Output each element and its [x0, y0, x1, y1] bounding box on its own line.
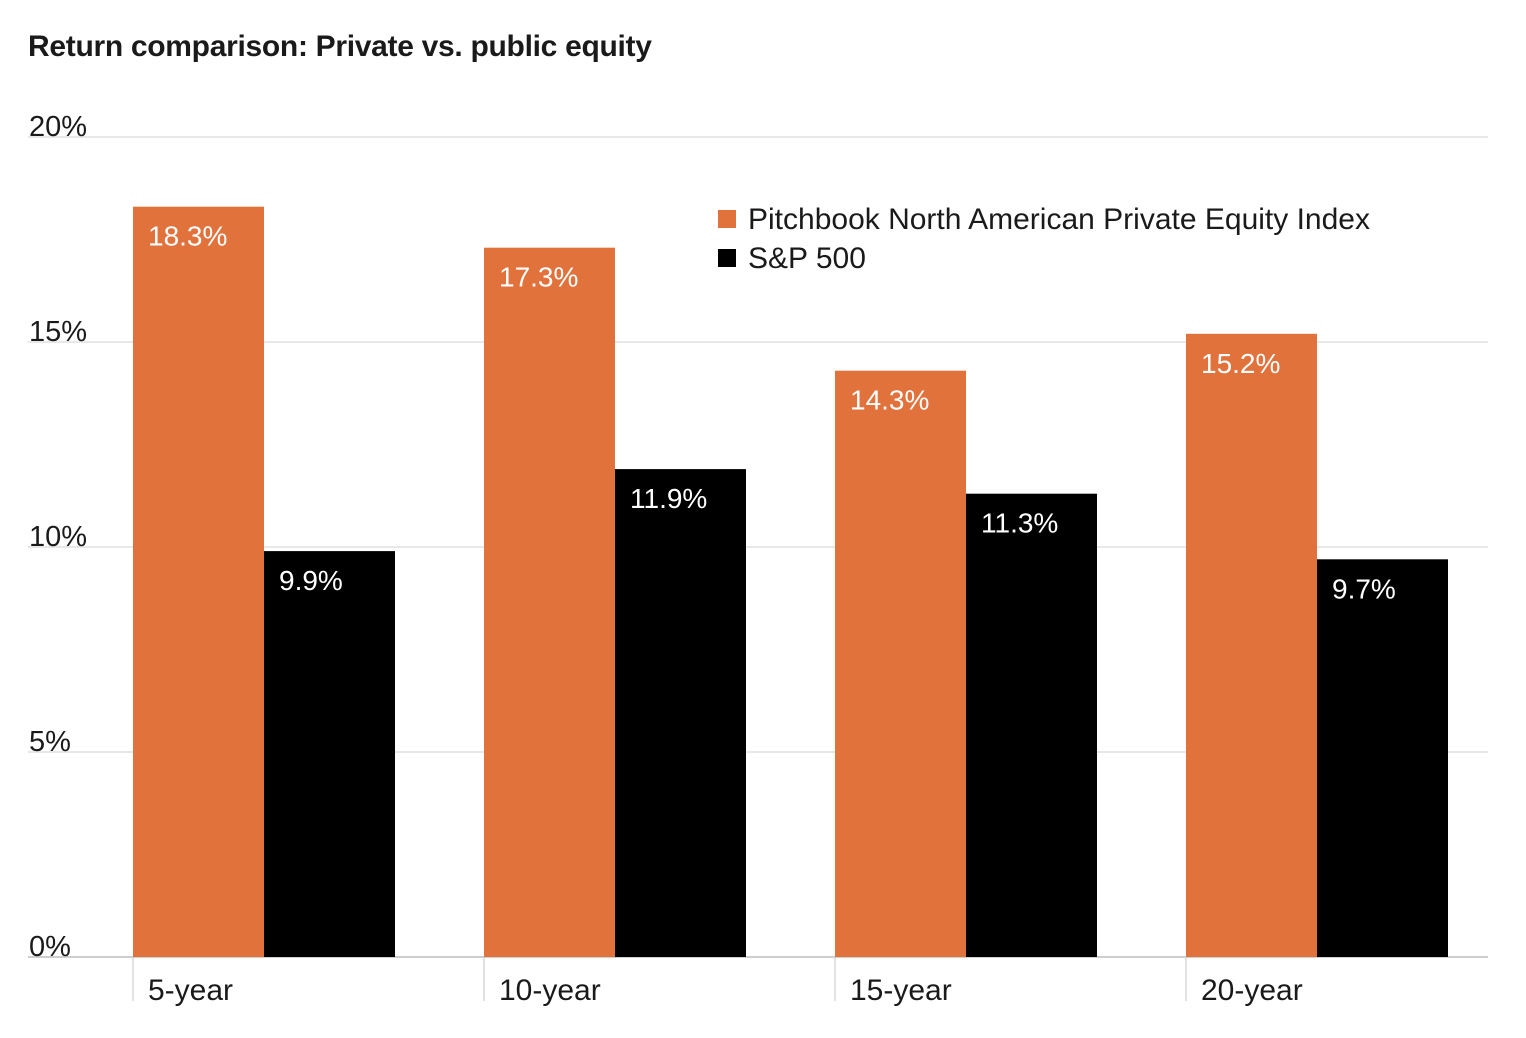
legend-label: S&P 500: [748, 242, 866, 275]
x-category-label: 5-year: [148, 974, 233, 1007]
data-label: 14.3%: [850, 385, 929, 416]
x-category-label: 20-year: [1201, 974, 1303, 1007]
data-label: 11.3%: [981, 508, 1058, 539]
bar-sp500: [615, 469, 746, 957]
legend: Pitchbook North American Private Equity …: [718, 203, 1370, 275]
x-category-label: 10-year: [499, 974, 601, 1007]
bars: [133, 206, 1448, 957]
x-axis-categories: 5-year 10-year 15-year 20-year: [132, 957, 1303, 1007]
y-tick-label: 15%: [29, 316, 87, 348]
bar-private-equity: [1186, 333, 1317, 957]
data-labels: 18.3% 9.9% 17.3% 11.9% 14.3% 11.3% 15.2% 9.7%: [148, 221, 1396, 605]
y-tick-label: 20%: [29, 111, 87, 143]
bar-private-equity: [835, 370, 966, 957]
data-label: 11.9%: [630, 483, 707, 514]
data-label: 9.9%: [279, 565, 343, 596]
y-axis-ticks: 0% 5% 10% 15% 20%: [29, 111, 87, 963]
bar-private-equity: [484, 247, 615, 957]
legend-label: Pitchbook North American Private Equity …: [748, 203, 1370, 236]
legend-swatch: [718, 210, 736, 228]
data-label: 18.3%: [148, 221, 227, 252]
bar-sp500: [1317, 559, 1448, 957]
y-tick-label: 5%: [29, 726, 71, 758]
data-label: 9.7%: [1332, 573, 1396, 604]
y-tick-label: 10%: [29, 521, 87, 553]
data-label: 15.2%: [1201, 348, 1280, 379]
y-tick-label: 0%: [29, 931, 71, 963]
x-category-label: 15-year: [850, 974, 952, 1007]
bar-private-equity: [133, 206, 264, 957]
legend-swatch: [718, 249, 736, 267]
chart-title: Return comparison: Private vs. public eq…: [28, 30, 652, 63]
data-label: 17.3%: [499, 262, 578, 293]
bar-sp500: [966, 493, 1097, 957]
bar-sp500: [264, 551, 395, 957]
